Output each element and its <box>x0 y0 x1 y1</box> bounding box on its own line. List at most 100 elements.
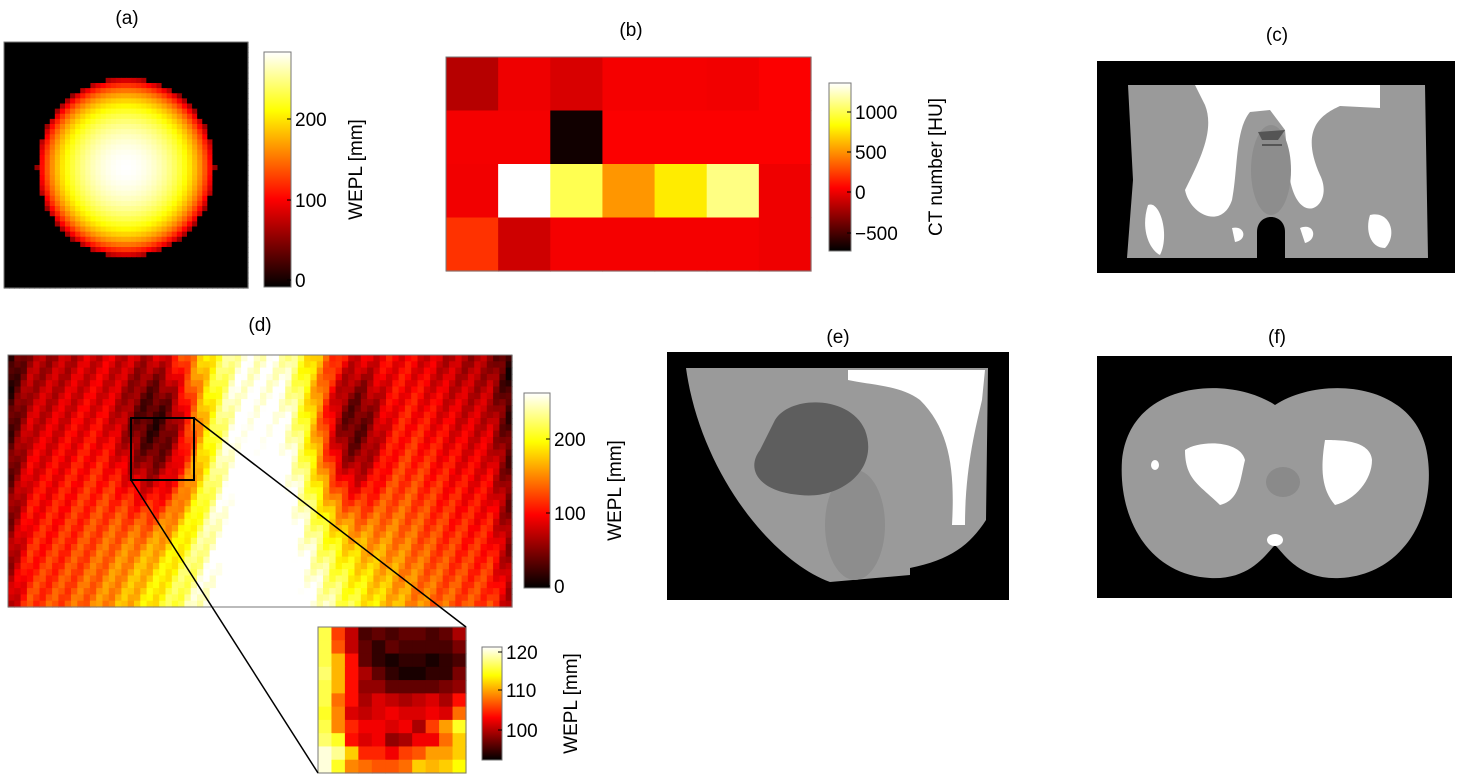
heatmap-cell <box>192 206 198 212</box>
heatmap-cell <box>152 355 160 362</box>
heatmap-cell <box>316 367 324 375</box>
heatmap-cell <box>121 424 129 432</box>
heatmap-cell <box>212 124 219 130</box>
heatmap-cell <box>171 62 178 69</box>
heatmap-cell <box>115 525 122 532</box>
heatmap-cell <box>232 180 239 187</box>
heatmap-cell <box>209 499 217 507</box>
heatmap-cell <box>247 449 255 457</box>
heatmap-cell <box>291 531 299 539</box>
heatmap-cell <box>44 221 51 228</box>
heatmap-cell <box>212 195 219 202</box>
heatmap-cell <box>120 241 127 248</box>
heatmap-cell <box>70 175 76 181</box>
heatmap-cell <box>417 468 425 476</box>
heatmap-cell <box>141 190 147 197</box>
heatmap-cell <box>237 113 244 120</box>
heatmap-cell <box>146 139 153 146</box>
heatmap-cell <box>19 159 25 166</box>
heatmap-cell <box>115 77 122 84</box>
heatmap-cell <box>222 226 229 233</box>
heatmap-cell <box>126 267 132 274</box>
heatmap-cell <box>242 93 249 99</box>
heatmap-cell <box>89 474 97 482</box>
heatmap-cell <box>49 42 56 48</box>
heatmap-cell <box>354 487 362 495</box>
heatmap-cell <box>127 525 135 532</box>
heatmap-cell <box>95 267 102 274</box>
heatmap-cell <box>467 525 475 532</box>
heatmap-cell <box>272 355 280 362</box>
heatmap-cell <box>9 159 15 166</box>
heatmap-cell <box>121 399 129 406</box>
heatmap-cell <box>171 226 178 233</box>
heatmap-cell <box>4 159 10 166</box>
heatmap-cell <box>24 134 31 140</box>
heatmap-cell <box>105 124 112 130</box>
heatmap-cell <box>461 373 469 381</box>
heatmap-cell <box>4 67 10 74</box>
heatmap-cell <box>423 367 431 375</box>
heatmap-cell <box>392 436 400 444</box>
heatmap-cell <box>178 531 185 539</box>
heatmap-cell <box>4 124 10 130</box>
heatmap-cell <box>33 443 41 451</box>
heatmap-cell <box>29 170 36 176</box>
heatmap-cell <box>316 455 324 463</box>
heatmap-cell <box>59 185 66 192</box>
heatmap-cell <box>39 531 47 539</box>
heatmap-cell <box>34 88 41 94</box>
heatmap-cell <box>26 386 34 394</box>
heatmap-cell <box>80 211 86 217</box>
heatmap-cell <box>120 149 127 156</box>
heatmap-cell <box>758 110 812 165</box>
heatmap-cell <box>90 72 97 79</box>
heatmap-cell <box>486 380 494 388</box>
heatmap-cell <box>467 361 475 369</box>
heatmap-cell <box>140 449 148 457</box>
heatmap-cell <box>234 399 242 406</box>
heatmap-cell <box>83 373 91 381</box>
heatmap-cell <box>136 77 142 84</box>
heatmap-cell <box>178 436 185 444</box>
heatmap-cell <box>159 531 167 539</box>
heatmap-cell <box>120 144 127 151</box>
heatmap-cell <box>9 282 15 289</box>
heatmap-cell <box>20 443 28 451</box>
heatmap-cell <box>34 154 41 161</box>
heatmap-cell <box>71 367 78 375</box>
heatmap-cell <box>207 272 214 279</box>
heatmap-cell <box>19 72 25 79</box>
heatmap-cell <box>96 481 104 488</box>
heatmap-cell <box>96 550 104 558</box>
heatmap-cell <box>33 481 41 488</box>
heatmap-cell <box>247 418 255 425</box>
heatmap-cell <box>26 531 34 539</box>
heatmap-cell <box>95 226 102 233</box>
heatmap-cell <box>146 211 153 217</box>
heatmap-cell <box>156 144 163 151</box>
heatmap-cell <box>411 499 419 507</box>
heatmap-cell <box>54 72 61 79</box>
heatmap-cell <box>141 252 147 258</box>
heatmap-cell <box>141 124 147 130</box>
heatmap-cell <box>379 531 387 539</box>
heatmap-cell <box>436 487 444 495</box>
heatmap-cell <box>278 499 286 507</box>
heatmap-cell <box>176 195 183 202</box>
heatmap-cell <box>212 93 219 99</box>
heatmap-cell <box>348 424 356 432</box>
heatmap-cell <box>430 537 437 545</box>
heatmap-cell <box>360 380 368 388</box>
heatmap-cell <box>237 216 244 222</box>
heatmap-cell <box>202 103 208 110</box>
heatmap-cell <box>253 544 261 551</box>
heatmap-cell <box>455 556 463 564</box>
heatmap-cell <box>404 537 412 545</box>
heatmap-cell <box>373 367 381 375</box>
heatmap-cell <box>197 518 204 526</box>
heatmap-cell <box>4 282 10 289</box>
heatmap-cell <box>360 430 368 438</box>
heatmap-cell <box>203 506 211 514</box>
heatmap-cell <box>505 355 513 362</box>
